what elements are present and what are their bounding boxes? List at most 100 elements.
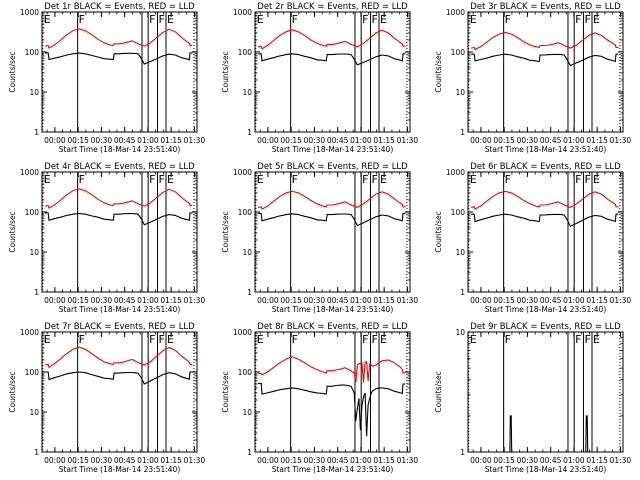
plot-frame xyxy=(41,11,198,133)
y-axis-label: Counts/sec xyxy=(434,211,443,252)
x-axis-label: Start Time (18-Mar-14 23:51:40) xyxy=(485,305,607,314)
flag-label: F xyxy=(158,13,164,26)
x-tick-label: 01:00 xyxy=(563,136,585,145)
x-tick-label: 01:15 xyxy=(160,456,182,465)
flag-label: E xyxy=(380,333,387,346)
flag-label: F xyxy=(362,173,368,186)
chart-panel: Det 1r BLACK = Events, RED = LLD 1 10 100 10… xyxy=(8,2,205,154)
x-tick-label: 00:45 xyxy=(327,296,349,305)
y-tick-label: 1 xyxy=(247,128,252,137)
events-series-line xyxy=(45,212,193,226)
y-tick-label: 1 xyxy=(460,448,465,457)
x-tick-label: 01:15 xyxy=(373,296,395,305)
x-tick-label: 01:00 xyxy=(350,456,372,465)
flag-label: F xyxy=(362,13,368,26)
events-series-line xyxy=(45,52,193,65)
y-axis-label: Counts/sec xyxy=(221,211,230,252)
x-tick-label: 00:00 xyxy=(44,456,66,465)
x-tick-label: 01:15 xyxy=(586,456,608,465)
y-tick-label: 10 xyxy=(242,88,252,97)
flag-label: F xyxy=(584,173,590,186)
lld-series-line xyxy=(470,31,619,51)
events-series-line xyxy=(258,212,406,227)
x-tick-label: 01:00 xyxy=(350,136,372,145)
plot-frame xyxy=(254,11,411,133)
x-tick-label: 00:15 xyxy=(280,136,302,145)
x-tick-label: 00:00 xyxy=(257,296,279,305)
x-tick-label: 00:45 xyxy=(540,456,562,465)
chart-title: Det 9r BLACK = Events, RED = LLD xyxy=(470,322,621,332)
y-tick-label: 10 xyxy=(242,408,252,417)
x-axis-label: Start Time (18-Mar-14 23:51:40) xyxy=(272,465,394,474)
x-tick-label: 01:30 xyxy=(184,456,206,465)
chart-panel: Det 6r BLACK = Events, RED = LLD 1 10 100 10… xyxy=(434,162,631,314)
x-tick-label: 00:15 xyxy=(67,136,89,145)
lld-series-line xyxy=(257,29,406,50)
x-tick-label: 00:15 xyxy=(67,296,89,305)
events-series-line xyxy=(258,53,406,66)
y-tick-label: 100 xyxy=(451,48,466,57)
chart-title: Det 2r BLACK = Events, RED = LLD xyxy=(257,2,408,12)
x-tick-label: 00:00 xyxy=(44,136,66,145)
flag-label: E xyxy=(257,13,264,26)
x-tick-label: 01:30 xyxy=(610,136,632,145)
chart-panel: Det 3r BLACK = Events, RED = LLD 1 10 100 10… xyxy=(434,2,631,154)
flag-label: F xyxy=(149,333,155,346)
x-tick-label: 00:45 xyxy=(114,296,136,305)
x-tick-label: 01:00 xyxy=(137,456,159,465)
flag-label: F xyxy=(371,333,377,346)
y-tick-label: 100 xyxy=(238,208,253,217)
y-tick-label: 1 xyxy=(460,288,465,297)
flag-label: E xyxy=(593,173,600,186)
x-tick-label: 01:30 xyxy=(610,456,632,465)
y-tick-label: 100 xyxy=(451,208,466,217)
plot-frame xyxy=(254,331,411,453)
chart-title: Det 1r BLACK = Events, RED = LLD xyxy=(44,2,195,12)
flag-label: E xyxy=(257,173,264,186)
x-tick-label: 00:30 xyxy=(517,456,539,465)
x-tick-label: 00:15 xyxy=(280,296,302,305)
chart-title: Det 4r BLACK = Events, RED = LLD xyxy=(44,162,195,172)
x-tick-label: 00:45 xyxy=(540,136,562,145)
flag-label: E xyxy=(470,333,477,346)
lld-series-line xyxy=(44,188,193,209)
flag-label: F xyxy=(158,333,164,346)
chart-panel: Det 5r BLACK = Events, RED = LLD 1 10 100 10… xyxy=(221,162,418,314)
y-axis-label: Counts/sec xyxy=(221,51,230,92)
flag-label: E xyxy=(470,173,477,186)
flag-label: F xyxy=(505,173,511,186)
x-tick-label: 01:30 xyxy=(397,456,419,465)
x-tick-label: 00:15 xyxy=(493,296,515,305)
x-tick-label: 01:00 xyxy=(137,136,159,145)
x-tick-label: 00:15 xyxy=(280,456,302,465)
y-tick-label: 100 xyxy=(25,48,40,57)
lld-series-line xyxy=(44,28,193,49)
flag-label: F xyxy=(149,173,155,186)
x-axis-label: Start Time (18-Mar-14 23:51:40) xyxy=(59,145,181,154)
flag-label: F xyxy=(158,173,164,186)
events-series-line xyxy=(585,415,589,452)
y-tick-label: 100 xyxy=(25,368,40,377)
flag-label: E xyxy=(167,13,174,26)
y-tick-label: 100 xyxy=(238,368,253,377)
x-tick-label: 01:30 xyxy=(397,136,419,145)
flag-label: E xyxy=(167,173,174,186)
y-axis-label: Counts/sec xyxy=(8,211,17,252)
flag-label: F xyxy=(79,173,85,186)
y-tick-label: 10 xyxy=(455,328,465,337)
lld-series-line xyxy=(257,190,406,210)
x-tick-label: 01:30 xyxy=(184,136,206,145)
x-tick-label: 01:15 xyxy=(586,296,608,305)
chart-title: Det 7r BLACK = Events, RED = LLD xyxy=(44,322,195,332)
flag-label: F xyxy=(371,173,377,186)
chart-title: Det 3r BLACK = Events, RED = LLD xyxy=(470,2,621,12)
y-tick-label: 1 xyxy=(247,288,252,297)
x-tick-label: 00:00 xyxy=(470,296,492,305)
x-tick-label: 01:15 xyxy=(373,136,395,145)
y-tick-label: 1000 xyxy=(446,168,465,177)
lld-series-line xyxy=(470,190,619,210)
y-tick-label: 1 xyxy=(34,288,39,297)
flag-label: E xyxy=(380,173,387,186)
x-tick-label: 00:45 xyxy=(114,136,136,145)
